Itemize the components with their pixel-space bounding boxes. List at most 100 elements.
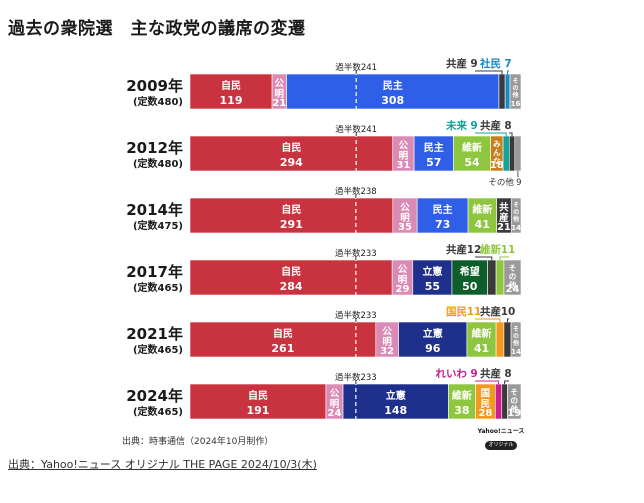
seat-value: 41: [475, 218, 490, 231]
seat-bar-社民: [505, 74, 510, 109]
election-teisu-label: (定数480): [133, 157, 183, 170]
party-label: 公明: [330, 389, 340, 411]
seat-value: 24: [505, 284, 519, 295]
callout-seat-value: 7: [504, 58, 511, 70]
seat-chart: 2009年(定数480)自民119公明21民主308その他16過半数241共産9…: [0, 0, 644, 503]
seat-value: 29: [396, 284, 410, 295]
party-label: 立憲: [423, 327, 443, 340]
election-teisu-label: (定数465): [133, 343, 183, 356]
callout-party-label: 共産: [446, 57, 467, 70]
seat-value: 50: [462, 280, 478, 293]
party-label: 立憲: [422, 265, 442, 278]
callout-leader: [509, 133, 512, 136]
seat-value: 284: [280, 280, 303, 293]
election-year-label: 2012年: [126, 139, 183, 157]
party-label: その他: [512, 202, 519, 223]
logo-line2: オリジナル: [485, 441, 516, 450]
seat-value: 191: [246, 404, 269, 417]
seat-value: 294: [280, 156, 303, 169]
seat-bar-未来: [503, 136, 509, 171]
seat-value: 119: [220, 94, 243, 107]
party-label: 維新: [452, 389, 472, 402]
party-label: 公明: [275, 79, 285, 101]
seat-value: 21: [497, 222, 511, 233]
callout-party-label: 未来: [445, 119, 467, 132]
party-label: 公明: [382, 327, 392, 349]
election-year-label: 2021年: [126, 325, 183, 343]
seat-value: 31: [396, 160, 410, 171]
callout-leader: [508, 71, 509, 74]
callout-seat-value: 8: [504, 368, 511, 380]
party-label: 共産: [499, 202, 509, 225]
callout-seat-value: 8: [504, 120, 511, 132]
seat-value: 24: [328, 408, 342, 419]
seat-value: 21: [272, 98, 286, 109]
seat-value: 73: [435, 218, 450, 231]
seat-value: 41: [474, 342, 489, 355]
seat-value: 18: [490, 160, 504, 171]
seat-value: 14: [511, 224, 521, 232]
callout-party-label: 共産: [480, 367, 501, 380]
election-year-label: 2014年: [126, 201, 183, 219]
seat-value: 14: [511, 348, 521, 356]
seat-bar-共産: [504, 322, 511, 357]
majority-label: 過半数233: [335, 310, 377, 321]
seat-bar-共産: [499, 74, 505, 109]
seat-value: 148: [384, 404, 407, 417]
seat-value: 57: [426, 156, 441, 169]
seat-bar-国民: [496, 322, 504, 357]
seat-value: 19: [507, 408, 521, 419]
callout-leader: [505, 381, 509, 384]
callout-party-label: 社民: [479, 57, 501, 70]
callout-seat-value: 9: [470, 120, 477, 132]
yahoo-news-logo: Yahoo!ニュース オリジナル: [476, 427, 526, 450]
seat-value: 54: [464, 156, 480, 169]
party-label: 民主: [424, 141, 444, 154]
election-teisu-label: (定数475): [133, 219, 183, 232]
callout-seat-value: 9: [516, 178, 521, 188]
party-label: その他: [512, 326, 519, 347]
seat-value: 38: [454, 404, 469, 417]
party-label: 自民: [281, 203, 301, 216]
source-link[interactable]: 出典：Yahoo!ニュース オリジナル THE PAGE 2024/10/3(木…: [8, 456, 317, 472]
party-label: 自民: [273, 327, 293, 340]
seat-value: 28: [478, 408, 492, 419]
callout-party-label: その他: [488, 177, 514, 188]
callout-leader: [500, 257, 509, 260]
seat-bar-共産: [488, 260, 497, 295]
seat-value: 16: [511, 100, 521, 108]
callout-party-label: れいわ: [436, 368, 468, 380]
callout-seat-value: 10: [501, 306, 516, 318]
chart-credit: 出典：時事通信（2024年10月制作）: [122, 434, 273, 447]
seat-value: 55: [425, 280, 440, 293]
callout-seat-value: 11: [501, 244, 516, 256]
party-label: 公明: [399, 141, 409, 163]
callout-party-label: 共産: [480, 119, 501, 132]
party-label: 立憲: [386, 389, 406, 402]
callout-party-label: 維新: [480, 243, 501, 256]
seat-bar-共産: [509, 136, 515, 171]
callout-leader: [475, 71, 502, 74]
party-label: 自民: [281, 265, 301, 278]
seat-value: 291: [280, 218, 303, 231]
party-label: 民主: [433, 203, 453, 216]
callout-party-label: 国民: [446, 306, 467, 318]
party-label: 維新: [471, 327, 491, 340]
callout-leader: [475, 257, 492, 260]
election-teisu-label: (定数480): [133, 95, 183, 108]
election-teisu-label: (定数465): [133, 405, 183, 418]
callout-leader: [475, 319, 500, 322]
election-year-label: 2009年: [126, 77, 183, 95]
logo-line1: Yahoo!ニュース: [476, 427, 526, 436]
callout-party-label: 共産: [446, 243, 467, 256]
party-label: 自民: [281, 141, 301, 154]
party-label: 希望: [459, 265, 480, 278]
majority-label: 過半数233: [335, 372, 377, 383]
party-label: 公明: [400, 203, 410, 225]
party-label: 国民: [481, 389, 491, 411]
majority-label: 過半数241: [335, 124, 377, 135]
callout-leader: [507, 319, 509, 322]
callout-seat-value: 9: [470, 368, 477, 380]
seat-value: 261: [271, 342, 294, 355]
majority-label: 過半数238: [335, 186, 377, 197]
